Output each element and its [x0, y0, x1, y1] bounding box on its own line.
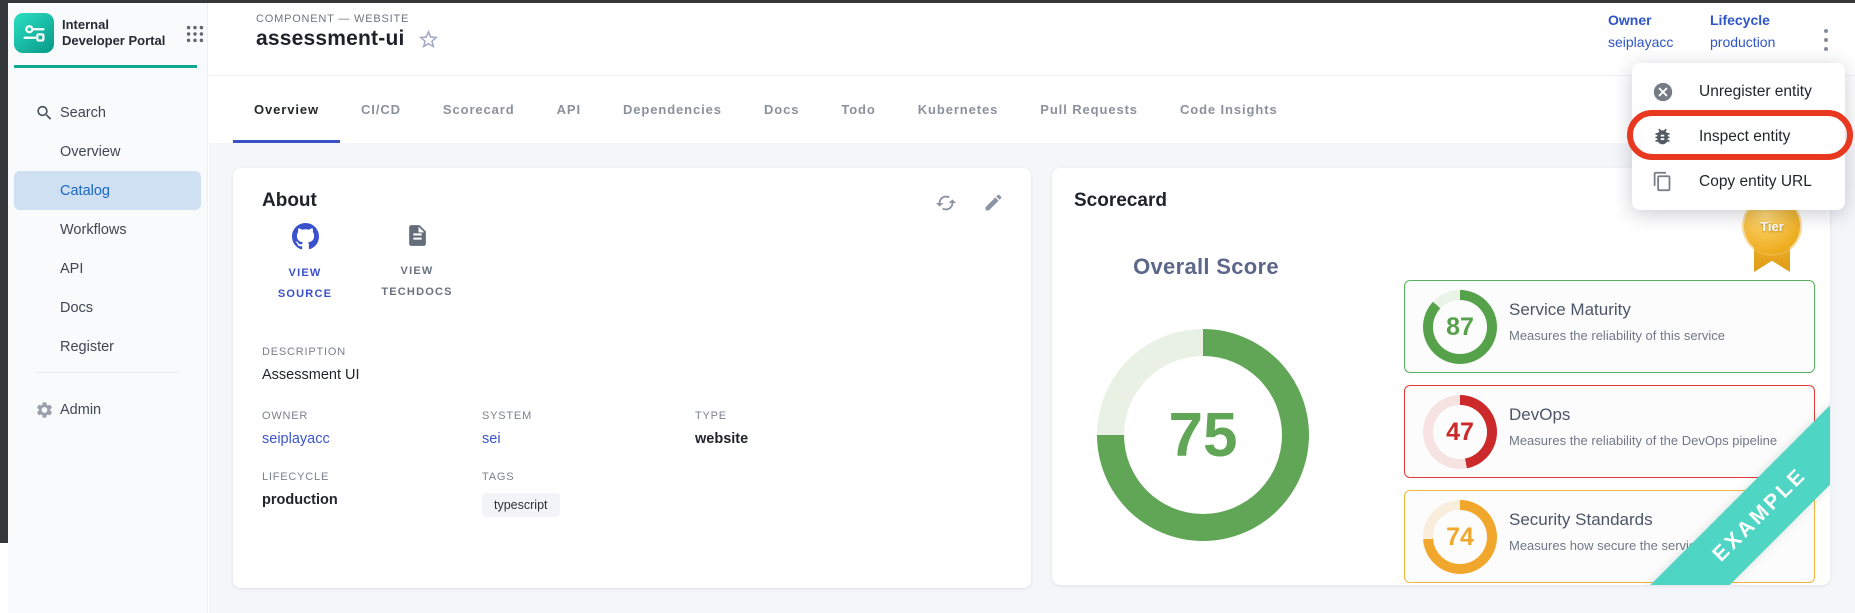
scorecard-card: Scorecard Overall Score 75 87 Service Ma…: [1052, 168, 1830, 585]
app-logo[interactable]: Internal Developer Portal: [14, 13, 174, 53]
score-description: Measures how secure the service is: [1509, 538, 1716, 553]
sidebar-item-admin[interactable]: Admin: [8, 390, 207, 429]
window-frame-left: [0, 3, 8, 543]
owner-label: Owner: [1608, 12, 1652, 28]
tab-bar: Overview CI/CD Scorecard API Dependencie…: [233, 75, 1855, 143]
tab-pull-requests[interactable]: Pull Requests: [1040, 101, 1138, 117]
sidebar-item-label: Search: [60, 104, 106, 121]
description-field: DESCRIPTION Assessment UI: [262, 346, 360, 383]
tab-kubernetes[interactable]: Kubernetes: [917, 101, 999, 117]
sidebar-item-catalog[interactable]: Catalog: [14, 171, 201, 210]
score-ring: 47: [1423, 395, 1497, 469]
tab-overview[interactable]: Overview: [233, 75, 341, 143]
sidebar-item-overview[interactable]: Overview: [8, 132, 207, 171]
about-card: About VIEW SOURCE VIEW TECHDOCS: [233, 168, 1031, 588]
apps-grid-icon[interactable]: [184, 23, 206, 45]
tags-field: TAGS typescript: [482, 471, 560, 517]
lifecycle-label: Lifecycle: [1710, 12, 1770, 28]
logo-divider: [14, 65, 197, 68]
tag-chip[interactable]: typescript: [482, 493, 560, 517]
view-techdocs-label: VIEW TECHDOCS: [381, 265, 453, 299]
github-icon: [291, 223, 319, 255]
lifecycle-field: Lifecycle production: [1710, 12, 1775, 50]
sidebar-item-label: Admin: [60, 401, 102, 418]
tab-scorecard[interactable]: Scorecard: [442, 101, 515, 117]
sidebar-section-divider: [36, 372, 179, 373]
system-field: SYSTEM sei: [482, 410, 533, 447]
copy-icon: [1652, 171, 1674, 193]
tab-todo[interactable]: Todo: [841, 101, 876, 117]
techdocs-icon: [405, 223, 430, 253]
sidebar-item-label: Workflows: [60, 221, 127, 238]
menu-item-unregister-entity[interactable]: Unregister entity: [1632, 69, 1845, 114]
gear-icon: [35, 400, 54, 419]
search-icon: [35, 103, 54, 122]
score-name: Security Standards: [1509, 510, 1653, 529]
score-description: Measures the reliability of this service: [1509, 328, 1726, 343]
menu-item-label: Inspect entity: [1699, 127, 1791, 145]
menu-item-inspect-entity[interactable]: Inspect entity: [1632, 114, 1845, 159]
score-item-devops[interactable]: 47 DevOps Measures the reliability of th…: [1404, 385, 1815, 478]
header-divider: [209, 75, 1855, 76]
kebab-menu-icon[interactable]: [1813, 25, 1839, 55]
sidebar-item-label: Catalog: [60, 182, 110, 199]
sidebar-item-api[interactable]: API: [8, 249, 207, 288]
owner-about-field: OWNER seiplayacc: [262, 410, 330, 447]
about-title: About: [262, 190, 317, 211]
tab-dependencies[interactable]: Dependencies: [622, 101, 722, 117]
owner-field[interactable]: Owner seiplayacc: [1608, 12, 1673, 50]
owner-value[interactable]: seiplayacc: [1608, 34, 1674, 50]
sidebar-item-label: Overview: [60, 143, 121, 160]
star-outline-icon[interactable]: [417, 28, 440, 51]
sidebar-item-label: Register: [60, 338, 114, 355]
sidebar-nav: Search Overview Catalog Workflows API Do…: [8, 93, 207, 429]
content-area: COMPONENT — WEBSITE assessment-ui Owner …: [209, 3, 1855, 613]
owner-link[interactable]: seiplayacc: [262, 431, 330, 447]
entity-context-menu: Unregister entity Inspect entity Copy en…: [1632, 63, 1845, 210]
score-item-service-maturity[interactable]: 87 Service Maturity Measures the reliabi…: [1404, 280, 1815, 373]
score-ring: 74: [1423, 500, 1497, 574]
cancel-icon: [1652, 81, 1674, 103]
window-frame-top: [0, 0, 1855, 3]
refresh-icon[interactable]: [935, 192, 957, 214]
menu-item-copy-entity-url[interactable]: Copy entity URL: [1632, 159, 1845, 204]
app-logo-icon: [14, 13, 54, 53]
score-description: Measures the reliability of the DevOps p…: [1509, 433, 1778, 448]
menu-item-label: Copy entity URL: [1699, 172, 1812, 190]
score-name: Service Maturity: [1509, 300, 1631, 319]
view-techdocs-link[interactable]: VIEW TECHDOCS: [375, 223, 459, 306]
bug-icon: [1652, 126, 1674, 148]
edit-pencil-icon[interactable]: [983, 192, 1005, 214]
tab-docs[interactable]: Docs: [763, 101, 800, 117]
tab-api[interactable]: API: [556, 101, 581, 117]
system-link[interactable]: sei: [482, 431, 501, 447]
lifecycle-value: production: [1710, 34, 1776, 50]
sidebar-item-label: Docs: [60, 299, 94, 316]
score-ring: 87: [1423, 290, 1497, 364]
sidebar: Internal Developer Portal Search Overvie…: [8, 3, 208, 613]
scorecard-title: Scorecard: [1074, 190, 1167, 211]
menu-item-label: Unregister entity: [1699, 82, 1812, 100]
sidebar-item-label: API: [60, 260, 84, 277]
overall-score-value: 75: [1168, 400, 1238, 470]
type-field: TYPE website: [695, 410, 749, 447]
sidebar-item-search[interactable]: Search: [8, 93, 207, 132]
overall-score-donut: 75: [1097, 329, 1309, 541]
sidebar-item-docs[interactable]: Docs: [8, 288, 207, 327]
sidebar-item-workflows[interactable]: Workflows: [8, 210, 207, 249]
view-source-link[interactable]: VIEW SOURCE: [263, 223, 347, 306]
overall-score-label: Overall Score: [1133, 254, 1279, 279]
sidebar-item-register[interactable]: Register: [8, 327, 207, 366]
app-title: Internal Developer Portal: [62, 16, 166, 48]
score-name: DevOps: [1509, 405, 1571, 424]
view-source-label: VIEW SOURCE: [277, 267, 333, 301]
page-title: assessment-ui: [256, 27, 405, 50]
lifecycle-about-field: LIFECYCLE production: [262, 471, 338, 508]
breadcrumb: COMPONENT — WEBSITE: [256, 13, 410, 25]
tab-code-insights[interactable]: Code Insights: [1179, 101, 1278, 117]
tab-cicd[interactable]: CI/CD: [361, 101, 401, 117]
